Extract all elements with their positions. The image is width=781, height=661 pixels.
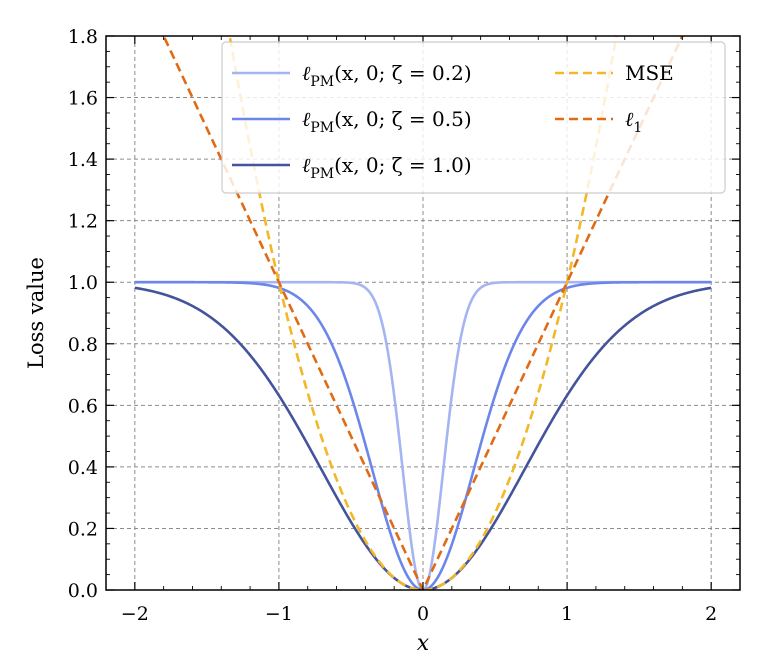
y-tick-label-7: 1.4 — [68, 149, 98, 171]
y-tick-label-5: 1.0 — [68, 272, 98, 294]
y-tick-label-1: 0.2 — [68, 518, 98, 540]
x-axis-label: x — [417, 631, 430, 656]
y-axis-label: Loss value — [24, 257, 48, 369]
legend-entry-2: ℓPM(x, 0; ζ = 1.0) — [232, 153, 472, 182]
y-tick-label-0: 0.0 — [68, 580, 98, 602]
legend-label-3: MSE — [625, 61, 674, 85]
legend-label-4: ℓ1 — [625, 107, 642, 136]
x-tick-label-3: 1 — [561, 603, 573, 625]
legend-entry-1: ℓPM(x, 0; ζ = 0.5) — [232, 107, 472, 136]
y-tick-label-8: 1.6 — [68, 88, 98, 110]
legend-entry-0: ℓPM(x, 0; ζ = 0.2) — [232, 61, 472, 90]
x-tick-label-0: −2 — [121, 603, 149, 625]
legend-box — [221, 41, 726, 194]
series-line-2 — [134, 286, 712, 590]
x-tick-label-2: 0 — [417, 603, 429, 625]
legend-label-0: ℓPM(x, 0; ζ = 0.2) — [302, 61, 472, 90]
y-tick-label-2: 0.4 — [68, 457, 98, 479]
y-tick-label-3: 0.6 — [68, 395, 98, 417]
x-tick-label-1: −1 — [265, 603, 293, 625]
x-tick-labels: −2 −1 0 1 2 — [121, 603, 717, 625]
y-tick-label-6: 1.2 — [68, 211, 98, 233]
axis-ticks — [105, 35, 741, 591]
legend-label-2: ℓPM(x, 0; ζ = 1.0) — [302, 153, 472, 182]
legend-entry-4: ℓ1 — [555, 107, 642, 136]
series-line-1 — [134, 280, 712, 590]
x-tick-label-4: 2 — [705, 603, 717, 625]
y-tick-label-9: 1.8 — [68, 26, 98, 48]
y-tick-labels: 0.0 0.2 0.4 0.6 0.8 1.0 1.2 1.4 1.6 1.8 — [68, 26, 98, 602]
legend-entry-3: MSE — [555, 61, 674, 85]
legend: ℓPM(x, 0; ζ = 0.2) ℓPM(x, 0; ζ = 0.5) ℓPM(… — [221, 41, 726, 194]
y-tick-label-4: 0.8 — [68, 334, 98, 356]
legend-label-1: ℓPM(x, 0; ζ = 0.5) — [302, 107, 472, 136]
